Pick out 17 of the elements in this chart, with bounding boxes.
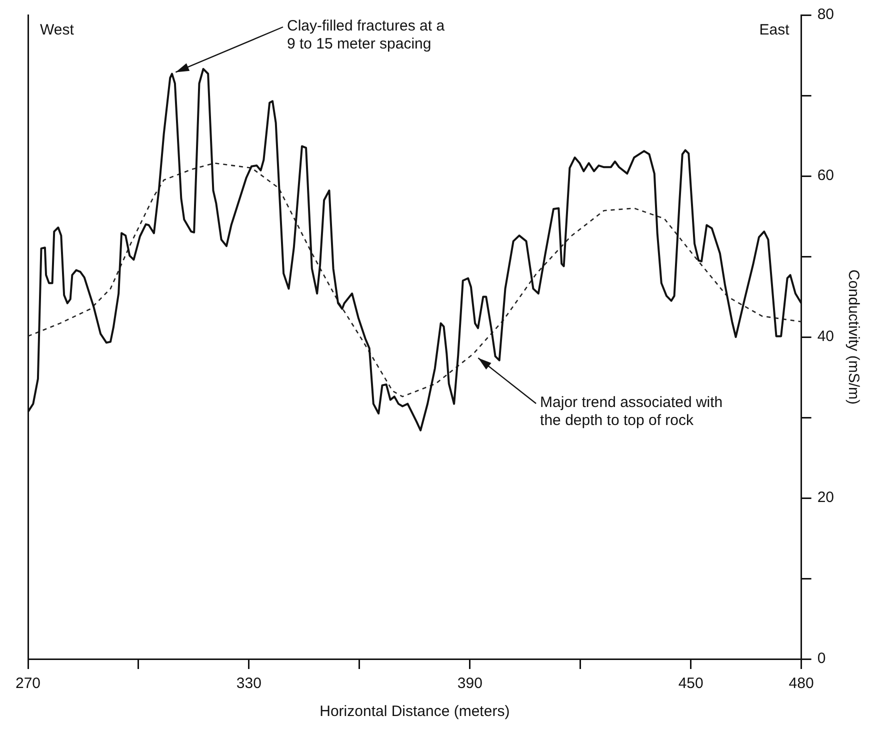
y-tick-label: 0 — [817, 650, 826, 668]
x-tick-label: 270 — [15, 675, 41, 692]
annotation: East — [759, 22, 790, 39]
y-tick-label: 60 — [817, 167, 834, 184]
y-tick-label: 40 — [817, 328, 834, 346]
annotation: West — [40, 22, 75, 39]
line-series — [28, 162, 802, 398]
annotation: Clay-filled fractures at a 9 to 15 meter spacing — [286, 18, 446, 53]
x-tick-label: 330 — [236, 675, 262, 692]
x-tick-label: 450 — [678, 675, 704, 692]
y-axis-title: Conductivity (mS/m) — [844, 269, 862, 405]
x-tick-label: 480 — [788, 675, 814, 692]
annotation: Major trend associated with the depth to top of rock — [540, 394, 723, 430]
y-tick-label: 20 — [817, 489, 834, 506]
x-axis-title: Horizontal Distance (meters) — [320, 703, 510, 720]
x-tick-label: 390 — [457, 675, 482, 692]
y-tick-label: 80 — [817, 6, 834, 24]
